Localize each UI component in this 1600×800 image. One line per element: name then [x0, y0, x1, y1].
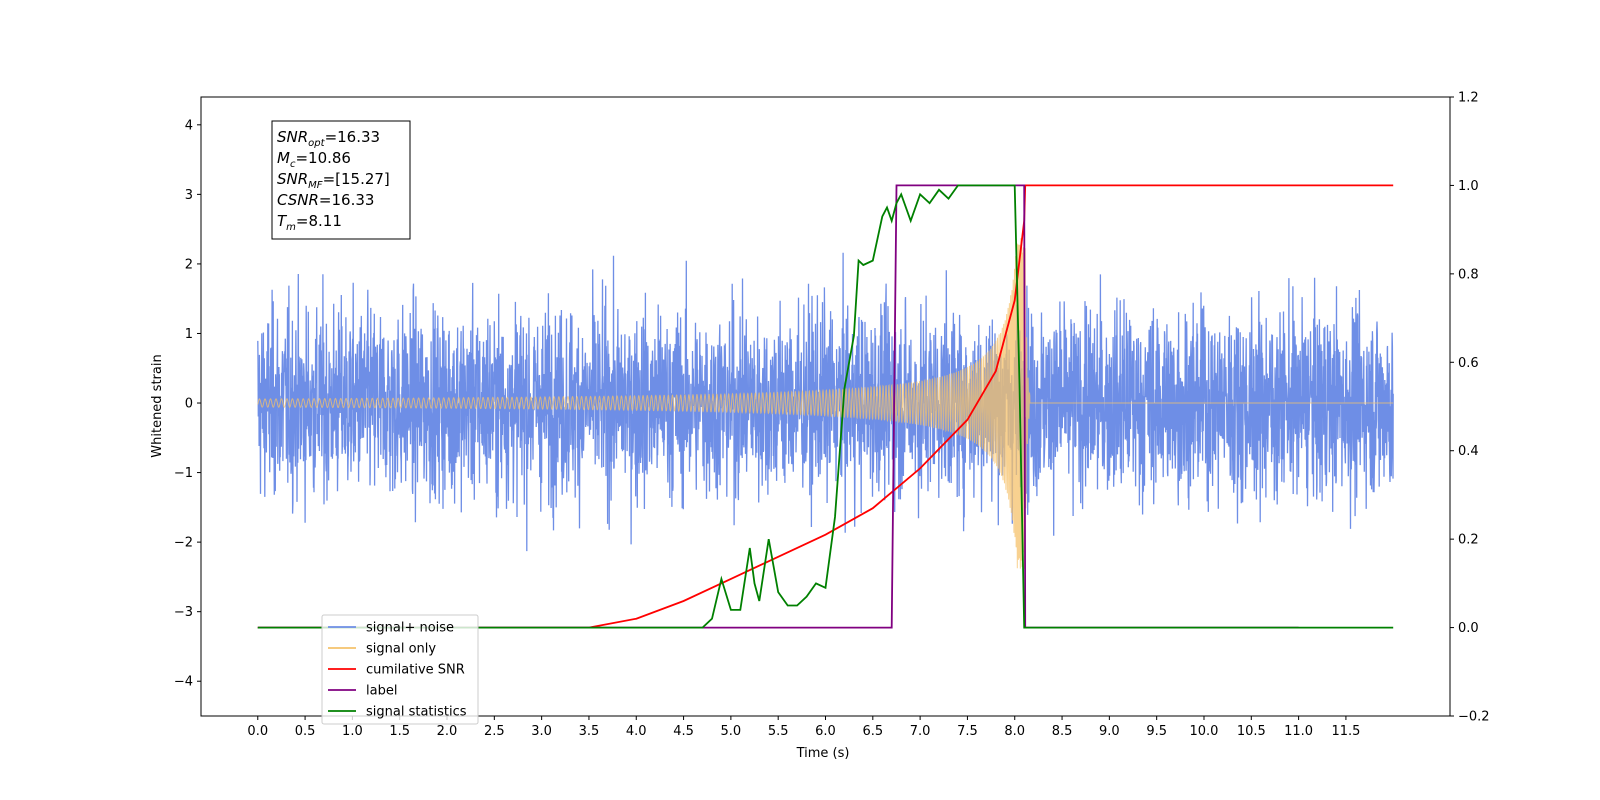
info-label: T — [277, 212, 288, 230]
x-tick-label: 6.0 — [815, 724, 836, 739]
y-tick-label: −1 — [174, 466, 193, 481]
x-tick-label: 2.5 — [484, 724, 505, 739]
x-tick-label: 0.0 — [247, 724, 268, 739]
x-tick-label: 8.5 — [1052, 724, 1073, 739]
x-tick-label: 1.5 — [389, 724, 410, 739]
legend: signal+ noise signal only cumilative SNR la… — [321, 614, 479, 725]
x-tick-label: 9.0 — [1099, 724, 1120, 739]
series-signal-noise — [257, 252, 1394, 552]
x-tick-label: 5.0 — [721, 724, 742, 739]
y-tick-label: −3 — [174, 605, 193, 620]
info-value: =16.33 — [319, 191, 375, 209]
y-tick-label: −2 — [174, 536, 193, 551]
x-tick-label: 5.5 — [768, 724, 789, 739]
y-tick-label: 4 — [185, 118, 193, 133]
y-tick-label: 2 — [185, 257, 193, 272]
x-tick-label: 6.5 — [862, 724, 883, 739]
x-tick-label: 10.0 — [1190, 724, 1219, 739]
info-line: Tm=8.11 — [277, 212, 342, 233]
info-subscript: m — [286, 222, 296, 233]
y-tick-label: −4 — [174, 675, 193, 690]
x-tick-label: 7.5 — [957, 724, 978, 739]
x-tick-label: 2.0 — [437, 724, 458, 739]
info-label: SNR — [277, 170, 308, 188]
series-cumilative-snr — [257, 184, 1394, 629]
y2-tick-label: 0.6 — [1458, 356, 1479, 371]
x-tick-label: 10.5 — [1237, 724, 1266, 739]
info-label: SNR — [277, 128, 308, 146]
legend-label: signal statistics — [366, 705, 467, 720]
y2-tick-label: 0.2 — [1458, 533, 1479, 548]
y2-tick-label: 0.8 — [1458, 267, 1479, 282]
info-label: M — [277, 149, 290, 167]
info-box: SNRopt=16.33Mc=10.86SNRMF=[15.27]CSNR=16… — [271, 120, 411, 240]
legend-label: cumilative SNR — [366, 663, 465, 678]
x-tick-label: 9.5 — [1146, 724, 1167, 739]
x-tick-label: 3.0 — [531, 724, 552, 739]
info-value: =8.11 — [296, 212, 342, 230]
y2-tick-label: 1.0 — [1458, 179, 1479, 194]
legend-label: signal+ noise — [366, 621, 454, 636]
series-signal-only — [257, 237, 1394, 570]
y2-tick-label: 0.0 — [1458, 621, 1479, 636]
info-subscript: MF — [308, 180, 323, 191]
info-line: SNRMF=[15.27] — [277, 170, 390, 191]
info-label: CSNR — [277, 191, 319, 209]
info-value: =10.86 — [295, 149, 351, 167]
info-line: Mc=10.86 — [277, 149, 351, 170]
series-layer — [257, 184, 1394, 629]
x-tick-label: 11.0 — [1284, 724, 1313, 739]
y2-tick-label: 0.4 — [1458, 444, 1479, 459]
info-value: =[15.27] — [323, 170, 390, 188]
x-tick-label: 8.0 — [1004, 724, 1025, 739]
info-line: SNRopt=16.33 — [277, 128, 380, 149]
series-signal-statistics — [257, 184, 1394, 629]
y-tick-label: 0 — [185, 397, 193, 412]
info-value: =16.33 — [325, 128, 381, 146]
info-line: CSNR=16.33 — [277, 191, 374, 209]
legend-label: label — [366, 684, 397, 699]
x-tick-label: 1.0 — [342, 724, 363, 739]
y-axis-title: Whitened strain — [150, 354, 165, 457]
y-tick-label: 3 — [185, 188, 193, 203]
x-tick-label: 4.0 — [626, 724, 647, 739]
axis-layer: 0.0 0.5 1.0 1.5 2.0 2.5 3.0 3.5 4.0 4.5 5.0 5.5 6.0 6… — [174, 91, 1490, 740]
y-tick-label: 1 — [185, 327, 193, 342]
x-tick-label: 4.5 — [673, 724, 694, 739]
x-tick-label: 7.0 — [910, 724, 931, 739]
x-tick-label: 3.5 — [579, 724, 600, 739]
info-subscript: c — [290, 159, 296, 170]
legend-label: signal only — [366, 642, 436, 657]
y2-tick-label: 1.2 — [1458, 91, 1479, 106]
y2-tick-label: −0.2 — [1458, 710, 1490, 725]
x-tick-label: 11.5 — [1331, 724, 1360, 739]
x-tick-label: 0.5 — [295, 724, 316, 739]
x-axis-title: Time (s) — [796, 746, 850, 761]
info-subscript: opt — [308, 138, 325, 149]
